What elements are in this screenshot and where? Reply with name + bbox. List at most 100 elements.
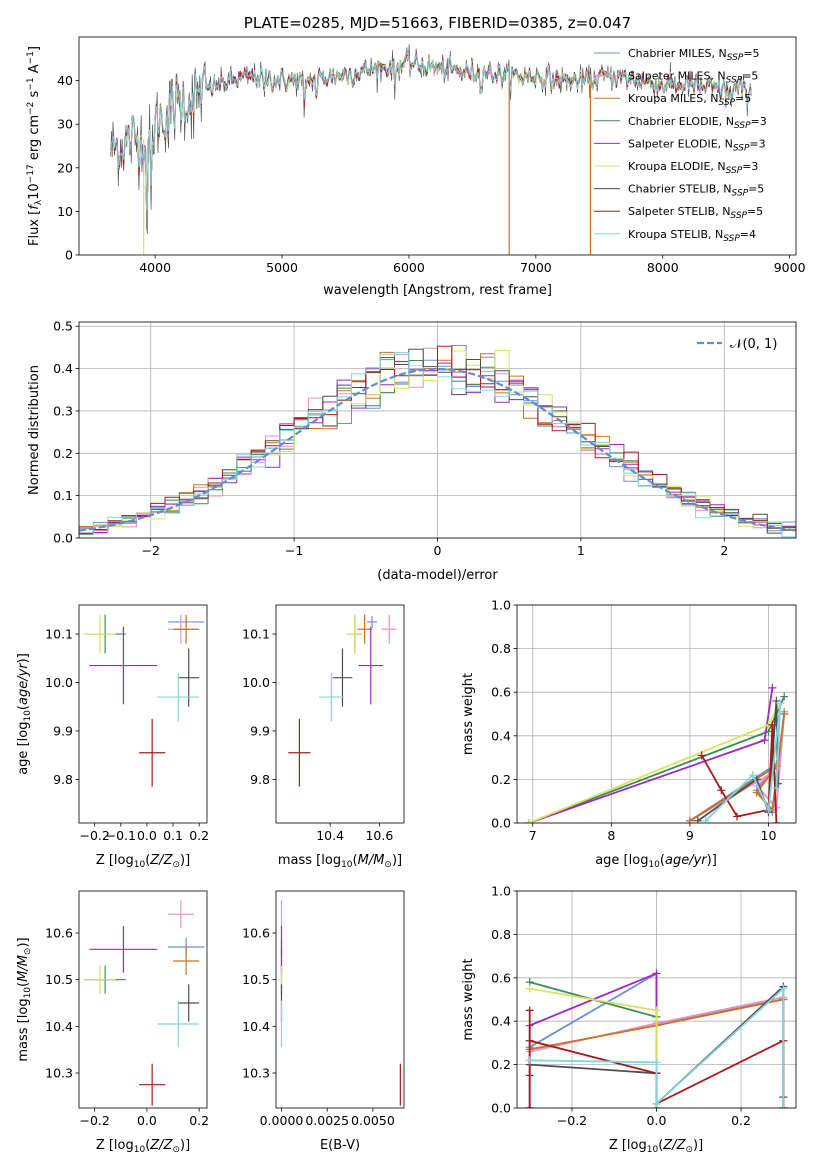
weight-line (700, 724, 778, 823)
y-tick-label: 1.0 (491, 598, 511, 613)
x-tick-label: 0.0025 (305, 1113, 349, 1128)
x-tick-label: −0.1 (106, 828, 136, 843)
legend-entry-salpeter_elodie: Salpeter ELODIE, NSSP=3 (628, 137, 766, 153)
errorbar-salpeter_miles (381, 614, 397, 644)
weight-marker (780, 692, 789, 701)
y-tick-label: 10.3 (45, 1066, 73, 1081)
errorbar-kroupa_elodie (84, 965, 116, 994)
y-tick-label: 0.2 (53, 446, 73, 461)
x-tick-label: 7000 (520, 260, 552, 275)
y-tick-label: 9.8 (250, 772, 270, 787)
x-tick-label: 8000 (647, 260, 679, 275)
x-axis-label: age [log10(age/yr)] (595, 853, 717, 870)
errorbar-kroupa_stelib (157, 1000, 200, 1048)
y-axis-label: age [log10(age/yr)] (16, 653, 33, 775)
mass_vs_Z-frame (78, 890, 208, 1109)
errorbar-salpeter_stelib (139, 718, 166, 787)
y-tick-label: 40 (57, 73, 73, 88)
x-axis-label: (data-model)/error (377, 568, 498, 583)
weight-series-kroupa_stelib (525, 984, 788, 1108)
weight-series-salpeter_elodie (524, 683, 777, 823)
x-axis-label: Z [log10(Z/Z⊙)] (96, 853, 190, 870)
y-tick-label: 10.0 (242, 675, 270, 690)
y-tick-label: 0.0 (491, 816, 511, 831)
weight-marker (525, 1036, 534, 1045)
y-tick-label: 10.4 (242, 1019, 270, 1034)
weight_vs_age-plot-area (524, 683, 789, 823)
y-tick-label: 9.8 (53, 772, 73, 787)
errorbar-salpeter_elodie (89, 626, 158, 705)
x-tick-label: −0.2 (79, 828, 109, 843)
weight-marker (748, 771, 757, 780)
errorbar-kroupa_stelib (157, 672, 200, 722)
weight-marker (779, 1104, 788, 1108)
x-tick-label: 0.1 (163, 828, 183, 843)
weight-marker (652, 1099, 661, 1108)
legend-entry-chabrier_stelib: Chabrier STELIB, NSSP=5 (628, 183, 764, 199)
y-tick-label: 20 (57, 160, 73, 175)
x-tick-label: 2 (720, 543, 728, 558)
mass_vs_Z-panel: −0.2 0.0 0.2 10.3 10.4 10.5 10.6 (45, 890, 209, 1128)
y-tick-label: 0.4 (491, 1014, 511, 1029)
age_vs_Z-ticks (75, 633, 200, 827)
y-tick-label: 0.0 (53, 531, 73, 546)
weight-line (529, 987, 658, 1108)
x-tick-label: −0.2 (557, 1113, 587, 1128)
x-axis-label: wavelength [Angstrom, rest frame] (323, 283, 552, 298)
weight-line (528, 1010, 785, 1108)
hist-kroupa_stelib (79, 352, 796, 538)
legend-entry-salpeter_miles: Salpeter MILES, NSSP=5 (628, 70, 758, 86)
weight_vs_age-panel: 7 8 9 10 0.0 0.2 0.4 0.6 0.8 1.0 mass weight (461, 598, 797, 843)
weight_vs_Z-panel: −0.2 0.0 0.2 0.0 0.2 0.4 0.6 0.8 1.0 mass weight (461, 884, 797, 1128)
mass_vs_ebv-panel: 0.0000 0.0025 0.0050 10.3 10.4 10.5 10.6 E(B-V) (242, 890, 405, 1153)
y-axis-label: mass weight (461, 673, 476, 755)
x-tick-label: 6000 (393, 260, 425, 275)
y-tick-label: 9.9 (53, 723, 73, 738)
errorbar-salpeter_stelib (139, 1063, 166, 1106)
residual_hist-frame (78, 321, 797, 539)
weight-marker (652, 969, 661, 978)
age_vs_Z-panel: −0.2−0.1 0.0 0.1 0.2 9.8 9.9 10.0 10.1 (45, 604, 209, 843)
weight-marker (772, 784, 781, 793)
y-tick-label: 10.4 (45, 1019, 73, 1034)
weight-line (528, 702, 782, 823)
y-tick-label: 0.6 (491, 970, 511, 985)
y-axis-label: mass weight (461, 958, 476, 1040)
y-tick-label: 10.6 (242, 926, 270, 941)
weight-marker (685, 816, 694, 823)
residual_hist-plot-area (79, 345, 796, 538)
weight-marker (652, 1006, 661, 1015)
y-tick-label: 10.6 (45, 926, 73, 941)
weight_vs_Z-plot-area (525, 969, 788, 1108)
errorbar-salpeter_elodie (89, 926, 158, 973)
y-tick-label: 9.9 (250, 723, 270, 738)
x-tick-label: 0.2 (189, 1113, 209, 1128)
age_vs_mass-panel: 10.4 10.6 9.8 9.9 10.0 10.1 (242, 604, 405, 843)
weight_vs_age-frame (516, 604, 797, 824)
mass_vs_ebv-ticks (272, 932, 374, 1112)
age_vs_mass-frame (275, 604, 405, 824)
x-tick-label: 7 (529, 828, 537, 843)
weight-marker (779, 984, 788, 993)
y-tick-label: 10.0 (45, 675, 73, 690)
errorbar-chabrier_stelib (178, 984, 200, 1022)
x-axis-label: mass [log10(M/M⊙)] (278, 853, 402, 870)
y-tick-label: 0.8 (491, 927, 511, 942)
legend-entry-kroupa_stelib: Kroupa STELIB, NSSP=4 (628, 228, 756, 244)
x-tick-label: 5000 (266, 260, 298, 275)
weight-series-kroupa_elodie (524, 699, 785, 823)
errorbar-salpeter_stelib (288, 718, 311, 787)
y-tick-label: 10.3 (242, 1066, 270, 1081)
weight-marker (717, 786, 726, 795)
y-axis-label: Normed distribution (27, 365, 42, 495)
x-tick-label: 0.0 (647, 1113, 667, 1128)
weight-line (528, 972, 658, 1108)
y-tick-label: 10.1 (242, 627, 270, 642)
errorbar-salpeter_elodie (358, 626, 384, 705)
weight-line (528, 687, 774, 823)
errorbar-kroupa_miles (173, 614, 200, 644)
spectrum-frame (78, 36, 797, 256)
mass_vs_Z-plot-area (84, 900, 205, 1106)
legend-entry-chabrier_elodie: Chabrier ELODIE, NSSP=3 (628, 115, 767, 131)
x-tick-label: 8 (607, 828, 615, 843)
